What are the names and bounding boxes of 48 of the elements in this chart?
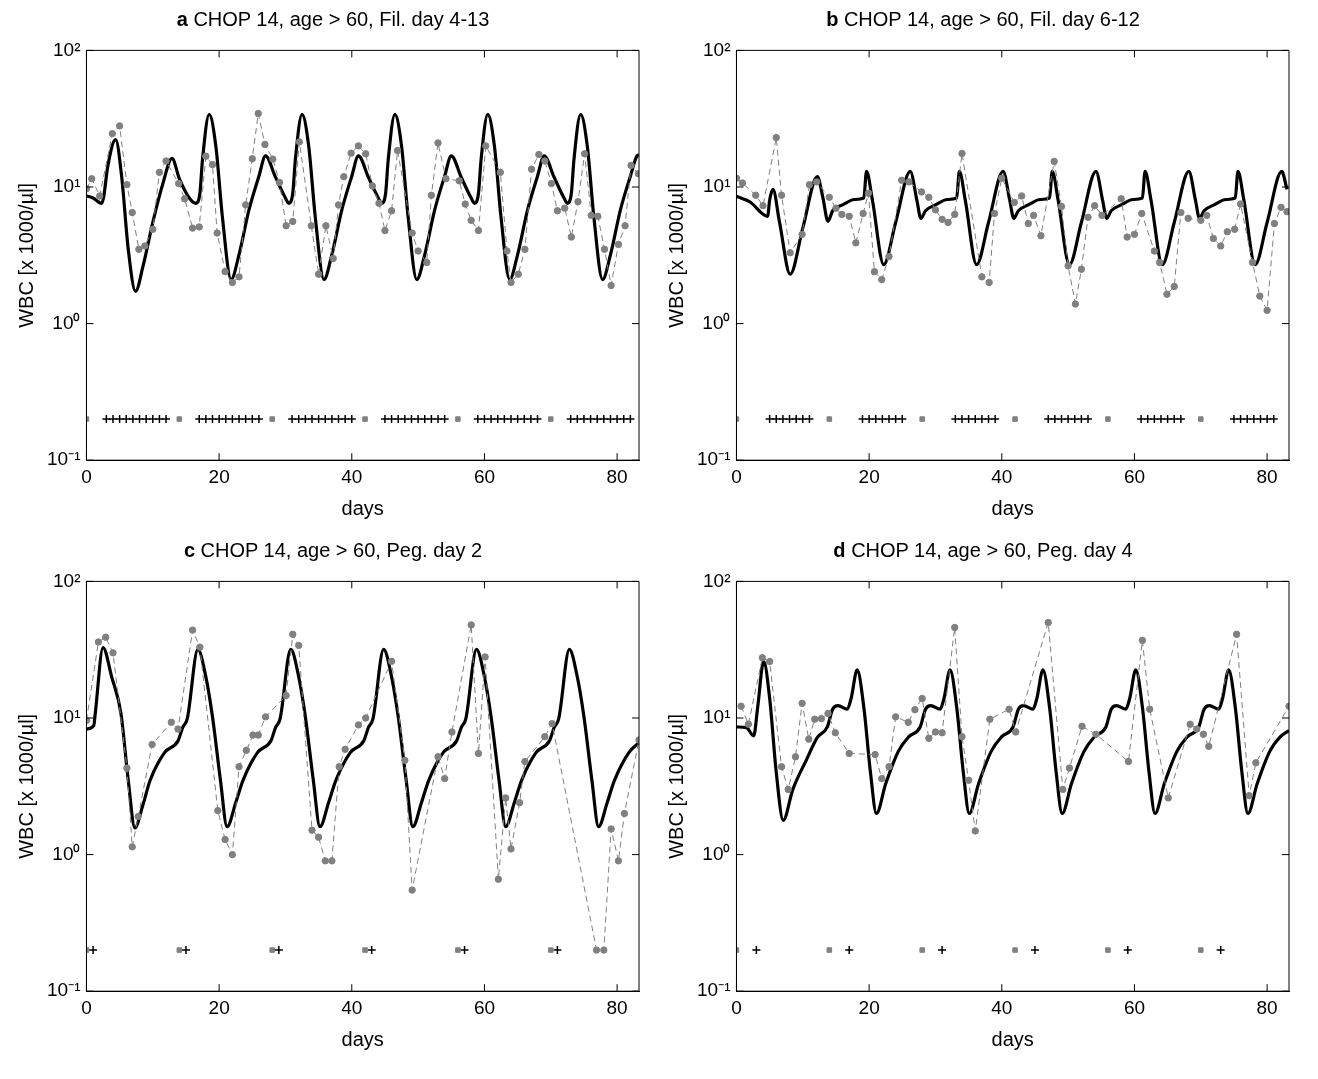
x-tick-label: 80 [1256,996,1278,1018]
y-axis-title: WBC [x 1000/µl] [14,713,37,859]
y-tick-label: 10² [52,569,81,591]
x-tick-label: 60 [1123,465,1146,487]
y-tick-label: 10¹ [52,175,81,197]
y-tick-label: 10¹ [702,706,731,728]
y-axis-title: WBC [x 1000/µl] [664,182,687,328]
x-tick-label: 40 [991,465,1013,487]
y-tick-label: 10⁻¹ [696,979,731,1001]
chart-title: a CHOP 14, age > 60, Fil. day 4-13 [176,8,490,30]
x-tick-label: 20 [208,465,230,487]
y-tick-label: 10⁰ [702,311,731,333]
x-tick-label: 0 [81,465,92,487]
y-tick-label: 10⁻¹ [46,979,81,1001]
x-axis-title: days [991,1027,1034,1050]
x-tick-label: 20 [858,996,880,1018]
x-axis-title: days [991,496,1034,519]
y-tick-label: 10¹ [52,706,81,728]
x-tick-label: 0 [731,996,742,1018]
x-tick-label: 20 [208,996,230,1018]
chart-title: c CHOP 14, age > 60, Peg. day 2 [183,539,483,561]
y-tick-label: 10¹ [702,175,731,197]
y-tick-label: 10⁰ [52,842,81,864]
x-tick-label: 0 [81,996,92,1018]
x-axis-title: days [341,496,384,519]
chart-title: b CHOP 14, age > 60, Fil. day 6-12 [826,8,1140,30]
y-tick-label: 10⁻¹ [46,448,81,470]
x-tick-label: 80 [1256,465,1278,487]
x-axis-title: days [341,1027,384,1050]
x-tick-label: 60 [1123,996,1146,1018]
x-tick-label: 40 [991,996,1013,1018]
x-tick-label: 40 [341,465,363,487]
y-tick-label: 10⁰ [702,842,731,864]
y-axis-title: WBC [x 1000/µl] [14,182,37,328]
x-tick-label: 80 [606,465,628,487]
chart-title: d CHOP 14, age > 60, Peg. day 4 [833,539,1133,561]
x-tick-label: 0 [731,465,742,487]
y-tick-label: 10² [702,38,731,60]
x-tick-label: 60 [473,996,496,1018]
y-tick-label: 10² [52,38,81,60]
y-tick-label: 10⁰ [52,311,81,333]
x-tick-label: 80 [606,996,628,1018]
y-tick-label: 10⁻¹ [696,448,731,470]
x-tick-label: 60 [473,465,496,487]
x-tick-label: 40 [341,996,363,1018]
x-tick-label: 20 [858,465,880,487]
y-tick-label: 10² [702,569,731,591]
y-axis-title: WBC [x 1000/µl] [664,713,687,859]
